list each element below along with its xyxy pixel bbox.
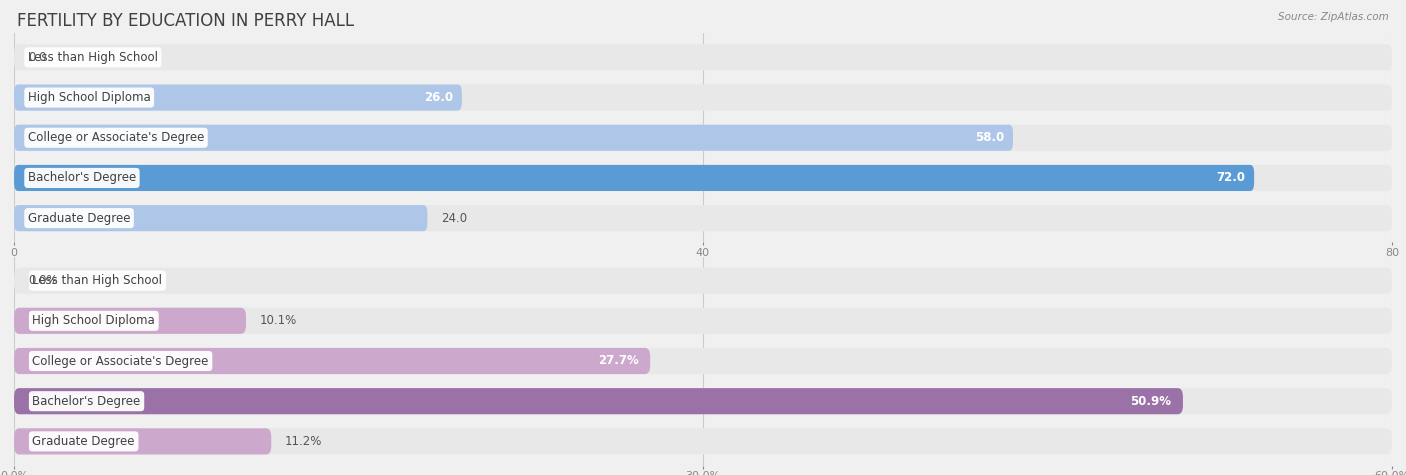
FancyBboxPatch shape: [14, 308, 1392, 334]
FancyBboxPatch shape: [14, 205, 427, 231]
FancyBboxPatch shape: [14, 85, 1392, 111]
FancyBboxPatch shape: [14, 308, 246, 334]
FancyBboxPatch shape: [14, 44, 1392, 70]
Text: High School Diploma: High School Diploma: [28, 91, 150, 104]
Text: Less than High School: Less than High School: [28, 51, 157, 64]
Text: 10.1%: 10.1%: [260, 314, 297, 327]
FancyBboxPatch shape: [14, 165, 1392, 191]
FancyBboxPatch shape: [14, 388, 1392, 414]
Text: Bachelor's Degree: Bachelor's Degree: [28, 171, 136, 184]
Text: College or Associate's Degree: College or Associate's Degree: [32, 354, 209, 368]
FancyBboxPatch shape: [14, 205, 1392, 231]
Text: Less than High School: Less than High School: [32, 274, 163, 287]
Text: College or Associate's Degree: College or Associate's Degree: [28, 131, 204, 144]
FancyBboxPatch shape: [14, 348, 1392, 374]
Text: 58.0: 58.0: [976, 131, 1004, 144]
FancyBboxPatch shape: [14, 348, 650, 374]
Text: Bachelor's Degree: Bachelor's Degree: [32, 395, 141, 408]
Text: 11.2%: 11.2%: [285, 435, 322, 448]
FancyBboxPatch shape: [14, 85, 463, 111]
Text: 0.0%: 0.0%: [28, 274, 58, 287]
FancyBboxPatch shape: [14, 165, 1254, 191]
FancyBboxPatch shape: [14, 125, 1012, 151]
Text: 0.0: 0.0: [28, 51, 46, 64]
Text: Source: ZipAtlas.com: Source: ZipAtlas.com: [1278, 12, 1389, 22]
Text: Graduate Degree: Graduate Degree: [32, 435, 135, 448]
FancyBboxPatch shape: [14, 428, 1392, 455]
FancyBboxPatch shape: [14, 428, 271, 455]
FancyBboxPatch shape: [14, 125, 1392, 151]
Text: 27.7%: 27.7%: [598, 354, 638, 368]
Text: 24.0: 24.0: [441, 212, 467, 225]
Text: 72.0: 72.0: [1216, 171, 1246, 184]
Text: Graduate Degree: Graduate Degree: [28, 212, 131, 225]
FancyBboxPatch shape: [14, 388, 1182, 414]
Text: 50.9%: 50.9%: [1130, 395, 1171, 408]
Text: 26.0: 26.0: [425, 91, 453, 104]
FancyBboxPatch shape: [14, 267, 1392, 294]
Text: FERTILITY BY EDUCATION IN PERRY HALL: FERTILITY BY EDUCATION IN PERRY HALL: [17, 12, 354, 30]
Text: High School Diploma: High School Diploma: [32, 314, 155, 327]
